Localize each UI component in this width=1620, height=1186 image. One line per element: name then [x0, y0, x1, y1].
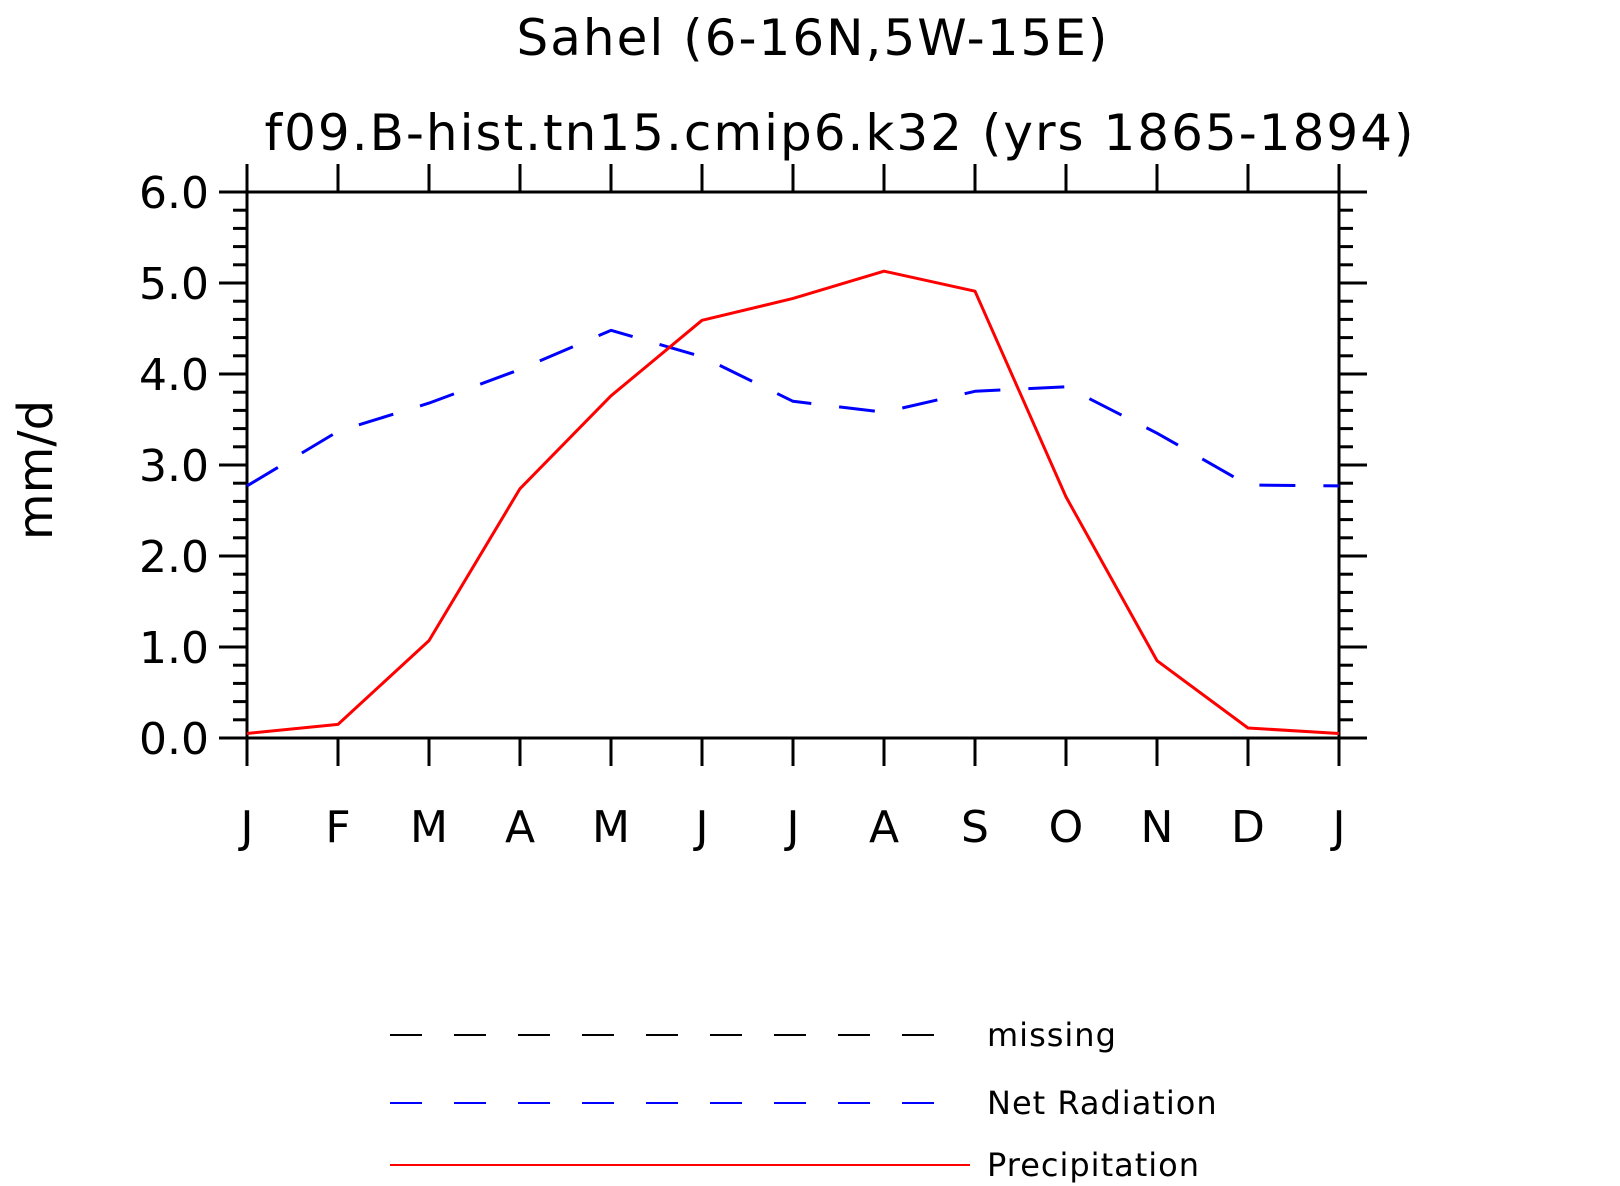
x-tick-label: J [784, 802, 800, 853]
y-tick-label: 0.0 [139, 714, 209, 765]
plot-area: 0.0 1.0 2.0 3.0 4.0 5.0 6.0 J F M A M J J A S O N D J [139, 164, 1367, 853]
x-tick-label: M [410, 802, 448, 853]
x-tick-label: D [1231, 802, 1265, 853]
x-tick-label: O [1049, 802, 1084, 853]
x-tick-label: M [592, 802, 630, 853]
chart-title: Sahel (6-16N,5W-15E) [517, 9, 1110, 67]
y-tick-label: 5.0 [139, 259, 209, 310]
y-tick-label: 6.0 [139, 168, 209, 219]
x-tick-label: F [325, 802, 350, 853]
legend: missing Net Radiation Precipitation [390, 1016, 1218, 1184]
y-tick-label: 3.0 [139, 441, 209, 492]
legend-label-0: missing [987, 1016, 1117, 1054]
x-tick-label: N [1141, 802, 1174, 853]
x-tick-label: J [693, 802, 709, 853]
y-tick-label: 2.0 [139, 532, 209, 583]
y-axis-label: mm/d [8, 400, 64, 540]
series-line-2 [246, 269, 1340, 735]
x-tick-label: A [869, 802, 899, 853]
x-tick-label: J [238, 802, 254, 853]
x-tick-label: A [505, 802, 535, 853]
y-tick-label: 1.0 [139, 623, 209, 674]
series-line-1 [246, 328, 1340, 488]
x-tick-label: S [961, 802, 989, 853]
legend-label-1: Net Radiation [987, 1084, 1218, 1122]
x-tick-label: J [1330, 802, 1346, 853]
legend-label-2: Precipitation [987, 1146, 1200, 1184]
chart-subtitle: f09.B-hist.tn15.cmip6.k32 (yrs 1865-1894… [264, 104, 1415, 162]
y-tick-label: 4.0 [139, 350, 209, 401]
